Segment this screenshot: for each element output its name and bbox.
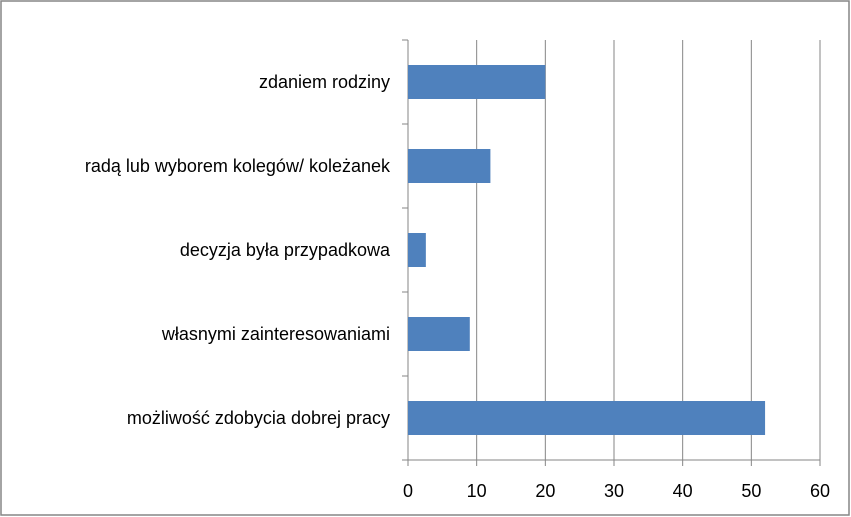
y-tick-label: możliwość zdobycia dobrej pracy [126,408,390,428]
y-tick-label: własnymi zainteresowaniami [161,324,390,344]
x-tick-label: 50 [741,481,761,501]
bar [408,65,546,99]
bar [408,149,491,183]
y-tick-label-box: decyzja była przypadkowa [10,220,390,280]
x-tick-label: 30 [604,481,624,501]
x-tick-label: 10 [467,481,487,501]
x-tick-label: 40 [673,481,693,501]
x-tick-label: 60 [810,481,830,501]
x-tick-label: 0 [403,481,413,501]
y-tick-label: radą lub wyborem kolegów/ koleżanek [84,156,390,176]
y-tick-label-box: radą lub wyborem kolegów/ koleżanek [10,136,390,196]
bar [408,401,766,435]
y-tick-label: decyzja była przypadkowa [179,240,390,260]
y-tick-label-box: własnymi zainteresowaniami [10,304,390,364]
bar [408,317,470,351]
y-tick-label: zdaniem rodziny [258,72,390,92]
y-tick-label-box: zdaniem rodziny [10,52,390,112]
bar [408,233,426,267]
x-tick-label: 20 [535,481,555,501]
y-tick-label-box: możliwość zdobycia dobrej pracy [10,388,390,448]
